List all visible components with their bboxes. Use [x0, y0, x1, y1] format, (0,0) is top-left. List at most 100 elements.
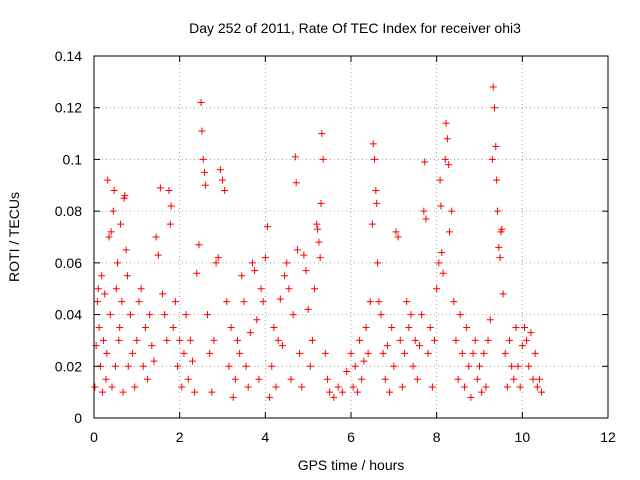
data-point [293, 246, 301, 254]
data-point [445, 161, 453, 169]
data-point [431, 336, 439, 344]
data-point [358, 375, 366, 383]
data-point [529, 375, 537, 383]
data-point [518, 342, 526, 350]
data-point [379, 349, 387, 357]
data-point [98, 272, 106, 280]
data-point [296, 349, 304, 357]
data-point [159, 290, 167, 298]
x-tick-label: 12 [600, 429, 616, 445]
data-point [259, 298, 267, 306]
data-point [276, 295, 284, 303]
data-point [508, 362, 516, 370]
data-point [302, 267, 310, 275]
data-point [471, 336, 479, 344]
x-tick-label: 10 [515, 429, 531, 445]
data-point [180, 349, 188, 357]
data-point [257, 285, 265, 293]
y-tick-label: 0.08 [55, 203, 82, 219]
data-point [106, 311, 114, 319]
data-point [107, 228, 115, 236]
data-point [356, 336, 364, 344]
data-point [126, 311, 134, 319]
data-point [121, 192, 129, 200]
data-point [317, 199, 325, 207]
y-tick-label: 0.12 [55, 100, 82, 116]
data-point [292, 179, 300, 187]
data-point [442, 119, 450, 127]
data-point [244, 383, 252, 391]
data-point [512, 324, 520, 331]
data-point [110, 186, 118, 194]
data-point [326, 388, 334, 396]
data-point [311, 285, 319, 293]
data-point [212, 259, 220, 267]
x-tick-label: 6 [347, 429, 355, 445]
data-point [156, 184, 164, 192]
data-point [398, 383, 406, 391]
y-axis-label: ROTI / TECUs [6, 192, 22, 282]
data-point [214, 254, 222, 262]
data-point [91, 383, 99, 391]
data-point [242, 362, 250, 370]
data-point [102, 375, 110, 383]
data-point [146, 311, 154, 319]
data-points [91, 83, 546, 401]
data-point [199, 155, 207, 163]
data-point [116, 324, 124, 331]
data-point [396, 336, 404, 344]
data-point [144, 375, 152, 383]
data-point [503, 383, 511, 391]
data-point [108, 383, 116, 391]
data-point [221, 186, 229, 194]
data-point [231, 375, 239, 383]
data-point [101, 290, 109, 298]
y-tick-labels: 0 0.02 0.04 0.06 0.08 0.1 0.12 0.14 [55, 48, 82, 426]
data-point [338, 388, 346, 396]
data-point [163, 336, 171, 344]
x-tick-label: 8 [433, 429, 441, 445]
data-point [490, 104, 498, 112]
y-tick-label: 0 [74, 410, 82, 426]
data-point [482, 383, 490, 391]
data-point [251, 267, 259, 275]
data-point [166, 220, 174, 228]
data-point [436, 176, 444, 184]
data-point [266, 393, 274, 401]
chart-title: Day 252 of 2011, Rate Of TEC Index for r… [189, 20, 521, 36]
data-point [99, 336, 107, 344]
data-point [233, 336, 241, 344]
data-point [103, 349, 111, 357]
y-tick-label: 0.1 [63, 151, 83, 167]
data-point [150, 357, 158, 365]
data-point [141, 324, 149, 331]
data-point [285, 285, 293, 293]
data-point [420, 207, 428, 215]
data-point [278, 342, 286, 350]
data-point [493, 176, 501, 184]
data-point [123, 272, 131, 280]
data-point [428, 383, 436, 391]
data-point [366, 298, 374, 306]
data-point [308, 336, 316, 344]
data-point [375, 298, 383, 306]
data-point [441, 155, 449, 163]
data-point [124, 362, 132, 370]
data-point [520, 324, 528, 331]
data-point [204, 311, 212, 319]
data-point [191, 388, 199, 396]
data-point [248, 259, 256, 267]
data-point [236, 349, 244, 357]
data-point [467, 393, 475, 401]
data-point [390, 362, 398, 370]
data-point [283, 259, 291, 267]
data-point [383, 342, 391, 350]
data-point [374, 259, 382, 267]
data-point [343, 367, 351, 375]
data-point [167, 202, 175, 210]
data-point [401, 349, 409, 357]
data-point [368, 220, 376, 228]
data-point [274, 336, 282, 344]
data-point [206, 349, 214, 357]
data-point [315, 238, 323, 246]
